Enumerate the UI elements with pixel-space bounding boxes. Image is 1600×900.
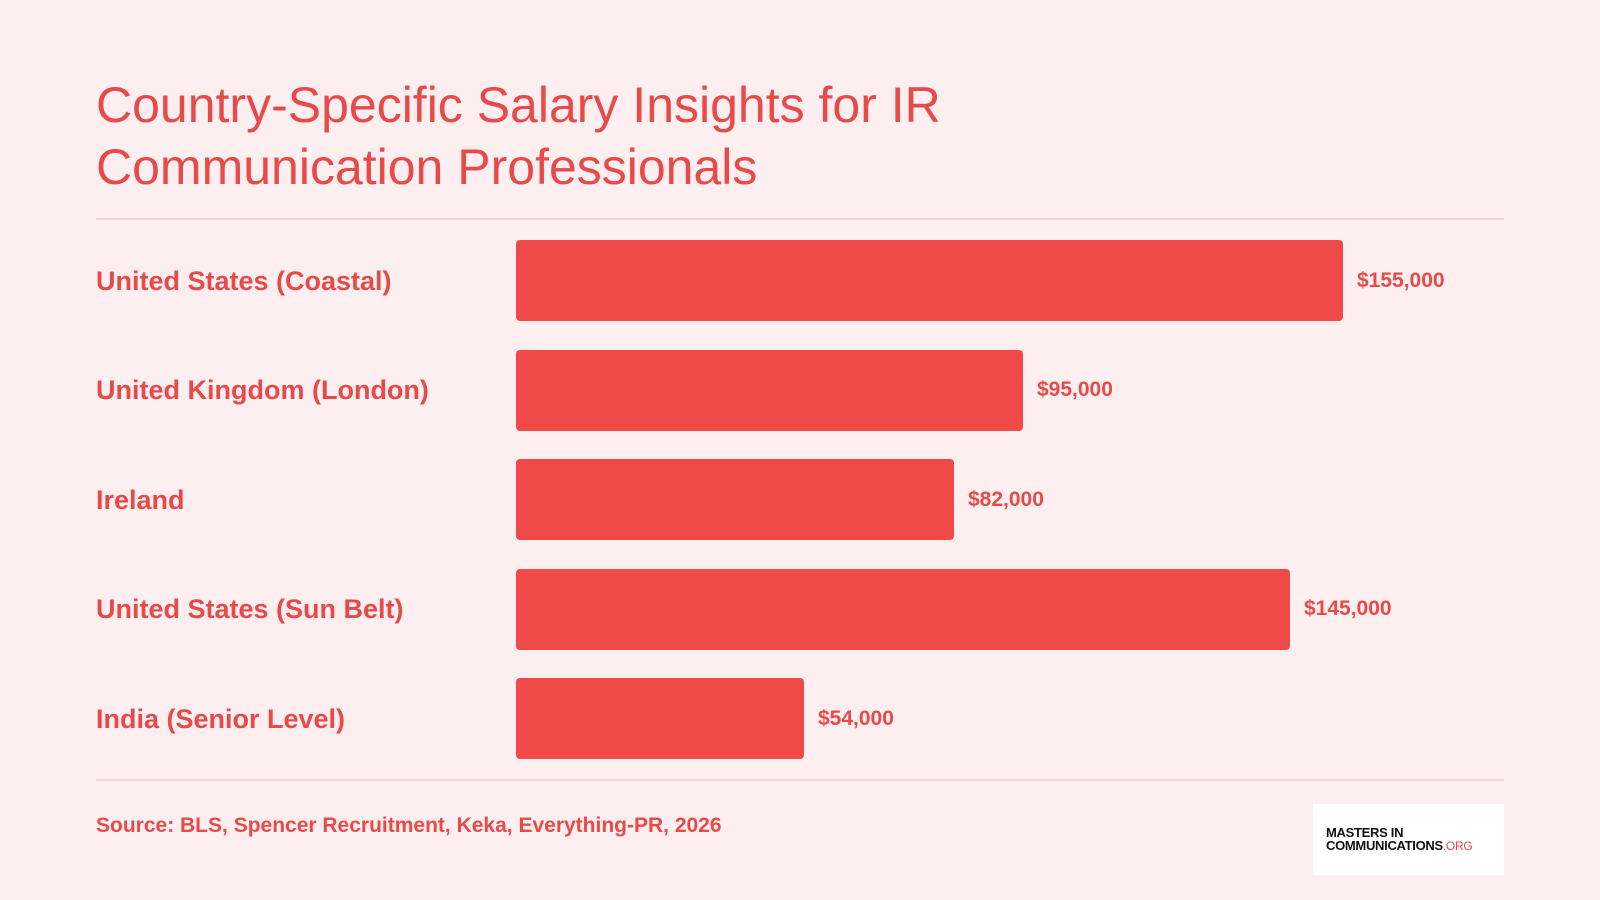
value-label: $155,000 (1357, 268, 1445, 292)
category-label: United Kingdom (London) (96, 375, 429, 405)
value-label: $54,000 (818, 706, 894, 730)
brand-logo: MASTERS IN COMMUNICATIONS.ORG (1313, 804, 1504, 875)
bar (516, 459, 954, 540)
category-label: India (Senior Level) (96, 703, 346, 734)
category-label: United States (Coastal) (96, 265, 392, 296)
bottom-divider (96, 779, 1504, 781)
chart-title: Country-Specific Salary Insights for IR … (96, 77, 941, 195)
logo-line-1: MASTERS IN (1326, 825, 1404, 840)
bar (516, 240, 1343, 321)
bar (516, 568, 1290, 650)
bar (516, 678, 804, 759)
value-label: $82,000 (968, 487, 1044, 511)
value-label: $145,000 (1304, 597, 1392, 620)
value-label: $95,000 (1037, 378, 1113, 401)
top-divider (96, 218, 1504, 220)
category-label: Ireland (96, 484, 185, 515)
category-label: United States (Sun Belt) (96, 594, 404, 624)
logo-org-suffix: .ORG (1442, 839, 1473, 853)
logo-line-2: COMMUNICATIONS.ORG (1326, 838, 1473, 854)
bar (516, 349, 1023, 431)
source-note: Source: BLS, Spencer Recruitment, Keka, … (96, 814, 722, 837)
logo-line-2-main: COMMUNICATIONS (1326, 838, 1443, 853)
